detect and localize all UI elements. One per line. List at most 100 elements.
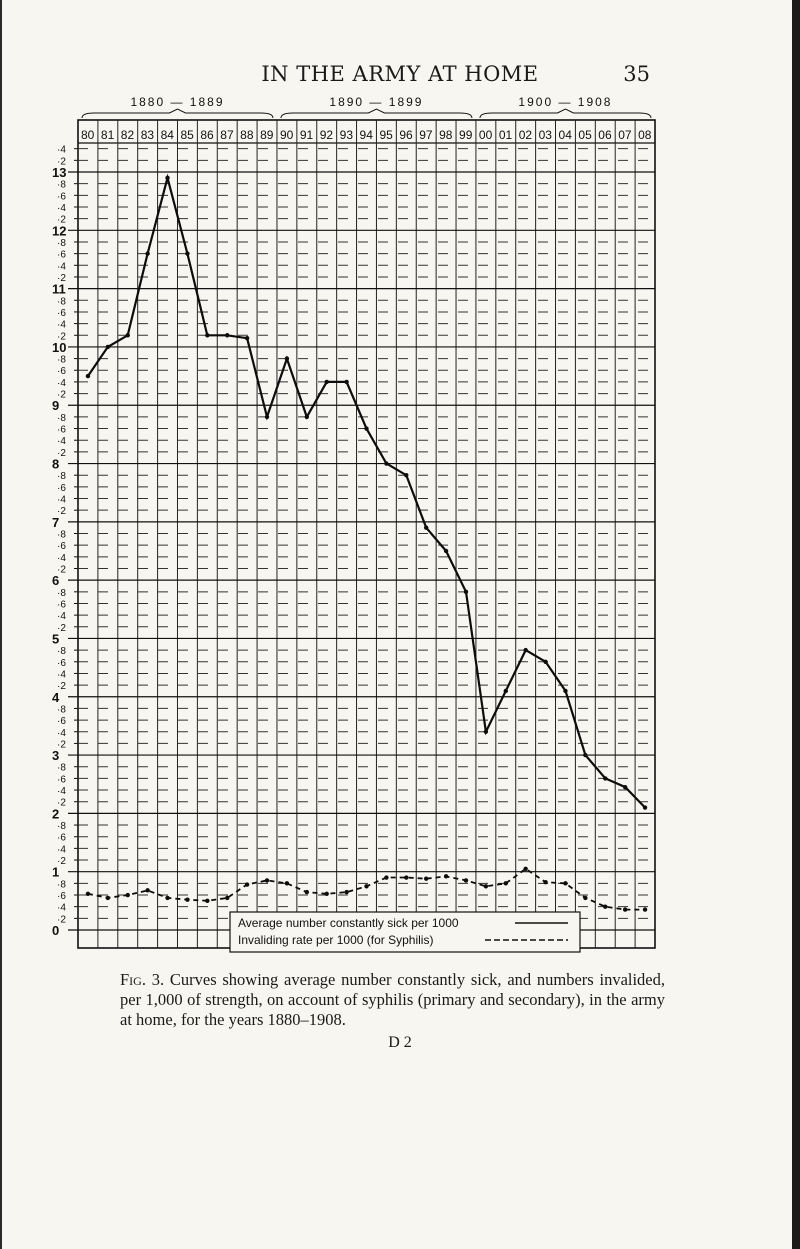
x-tick-label: 04 xyxy=(559,128,573,142)
y-minor-tick-label: ·2 xyxy=(57,273,66,284)
y-minor-tick-label: ·8 xyxy=(57,238,66,249)
y-minor-tick-label: ·8 xyxy=(57,413,66,424)
data-point-invalided xyxy=(483,884,489,889)
data-point-sick xyxy=(304,414,310,420)
y-minor-tick-label: ·8 xyxy=(57,471,66,482)
x-tick-label: 03 xyxy=(539,128,553,142)
y-minor-tick-label: ·4 xyxy=(57,436,66,447)
x-tick-label: 06 xyxy=(598,128,612,142)
y-minor-tick-label: ·2 xyxy=(57,506,66,517)
x-tick-label: 96 xyxy=(399,128,413,142)
y-tick-label: 5 xyxy=(52,631,59,646)
chart: 80 81 82 83 84 85 86 87 88 89 90 91 92 93 94 95 96 97 98 99… xyxy=(52,95,656,953)
y-tick-label: 0 xyxy=(52,923,59,938)
y-tick-label: 11 xyxy=(52,282,66,297)
y-minor-tick-label: ·4 xyxy=(57,728,66,739)
data-point-sick xyxy=(125,333,130,338)
x-tick-label: 97 xyxy=(419,128,433,142)
figure-label: Fig. 3. xyxy=(120,970,165,989)
y-minor-tick-label: ·2 xyxy=(57,448,66,459)
data-point-invalided xyxy=(304,889,310,895)
decade-bracket xyxy=(81,108,274,119)
y-tick-label: 7 xyxy=(52,515,59,530)
data-point-sick xyxy=(324,379,329,385)
x-tick-label: 88 xyxy=(240,128,254,142)
data-point-sick xyxy=(463,589,469,595)
data-point-invalided xyxy=(225,895,230,901)
y-minor-tick-label: ·8 xyxy=(57,530,66,541)
data-point-invalided xyxy=(324,891,329,897)
page-edge-left xyxy=(0,0,2,1249)
y-minor-tick-label: ·8 xyxy=(57,355,66,366)
data-point-sick xyxy=(185,251,190,256)
y-minor-tick-label: ·4 xyxy=(57,669,66,680)
data-point-invalided xyxy=(284,881,290,886)
data-point-sick xyxy=(225,333,230,338)
data-point-invalided xyxy=(105,895,111,901)
data-point-invalided xyxy=(344,889,349,895)
data-point-invalided xyxy=(543,879,548,885)
y-minor-tick-label: ·6 xyxy=(57,250,66,261)
data-point-invalided xyxy=(165,895,170,901)
data-point-sick xyxy=(622,784,628,790)
y-tick-label: 13 xyxy=(52,165,66,180)
x-tick-label: 91 xyxy=(300,128,314,142)
data-point-invalided xyxy=(125,892,130,898)
data-point-sick xyxy=(264,414,270,420)
data-point-sick xyxy=(404,473,409,478)
y-minor-tick-label: ·8 xyxy=(57,296,66,307)
y-minor-tick-label: ·6 xyxy=(57,366,66,377)
y-minor-tick-label: ·6 xyxy=(57,308,66,319)
x-tick-label: 87 xyxy=(220,128,234,142)
data-point-sick xyxy=(145,251,150,256)
y-tick-label: 4 xyxy=(52,690,60,705)
x-tick-label: 83 xyxy=(141,128,155,142)
y-minor-tick-label: ·6 xyxy=(57,891,66,902)
x-tick-label: 84 xyxy=(161,128,175,142)
series-line-invalided xyxy=(87,867,646,911)
y-minor-tick-label: ·2 xyxy=(57,623,66,634)
data-point-invalided xyxy=(603,904,608,909)
y-minor-tick-label: ·4 xyxy=(57,320,66,331)
y-minor-tick-label: ·2 xyxy=(57,390,66,401)
y-minor-tick-label: ·4 xyxy=(57,495,66,506)
data-point-invalided xyxy=(642,907,648,912)
legend-label-invalided: Invaliding rate per 1000 (for Syphilis) xyxy=(238,933,433,947)
y-minor-tick-label: ·4 xyxy=(57,378,66,389)
y-minor-tick-label: ·6 xyxy=(57,716,66,727)
y-minor-tick-label: ·6 xyxy=(57,658,66,669)
legend-box xyxy=(229,911,581,953)
x-tick-label: 00 xyxy=(479,128,493,142)
data-point-sick xyxy=(642,805,648,810)
data-point-invalided xyxy=(185,897,190,902)
data-point-invalided xyxy=(463,878,469,883)
y-minor-tick-label: ·8 xyxy=(57,646,66,657)
x-tick-label: 99 xyxy=(459,128,473,142)
data-point-invalided xyxy=(404,875,409,880)
y-tick-label: 12 xyxy=(52,223,66,238)
data-point-sick xyxy=(523,647,528,653)
data-point-invalided xyxy=(583,895,588,901)
data-point-sick xyxy=(483,729,489,734)
data-point-sick xyxy=(423,525,429,530)
x-tick-label: 98 xyxy=(439,128,453,142)
decade-bracket-label: 1900 — 1908 xyxy=(518,95,612,109)
y-minor-tick-label: ·2 xyxy=(57,681,66,692)
data-point-sick xyxy=(583,752,588,758)
data-point-sick xyxy=(284,356,290,361)
y-minor-tick-label: ·8 xyxy=(57,821,66,832)
data-point-invalided xyxy=(145,888,150,893)
data-point-sick xyxy=(205,333,210,338)
x-tick-label: 89 xyxy=(260,128,274,142)
x-tick-label: 90 xyxy=(280,128,294,142)
x-tick-label: 07 xyxy=(618,128,632,142)
y-minor-tick-label: ·6 xyxy=(57,774,66,785)
y-minor-tick-label: ·2 xyxy=(57,215,66,226)
y-minor-tick-label: ·8 xyxy=(57,704,66,715)
y-minor-tick-label: ·6 xyxy=(57,541,66,552)
y-minor-tick-label: ·4 xyxy=(57,844,66,855)
data-point-sick xyxy=(244,335,250,341)
data-point-invalided xyxy=(563,881,568,886)
data-point-invalided xyxy=(523,866,528,871)
y-minor-tick-label: ·2 xyxy=(57,156,66,167)
